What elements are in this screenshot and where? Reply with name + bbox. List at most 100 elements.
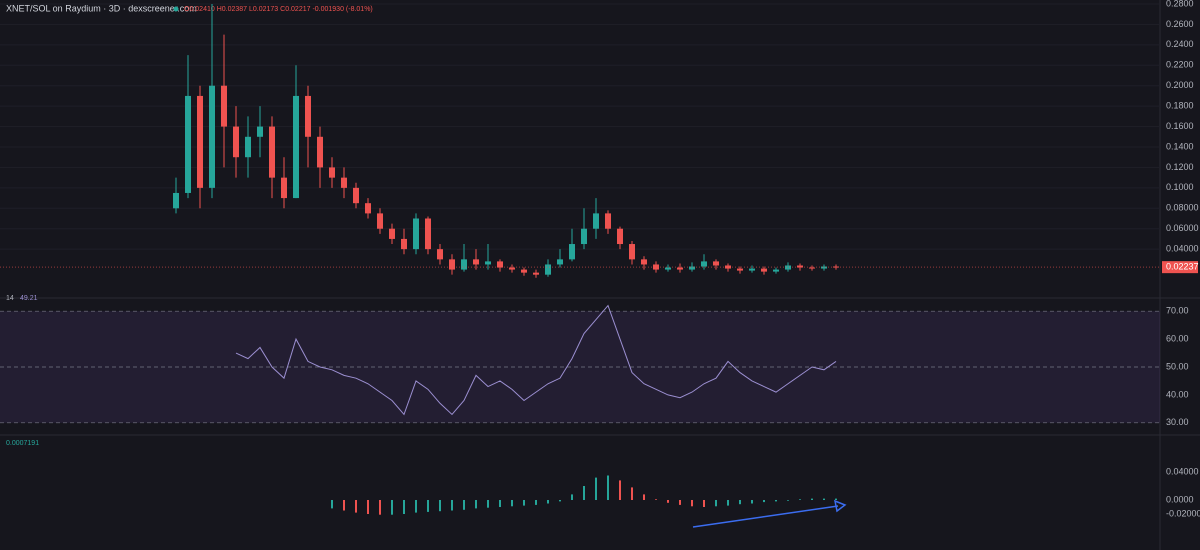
rsi-value: 49.21 — [20, 295, 38, 302]
candle-body — [497, 261, 503, 268]
candle-body — [377, 213, 383, 229]
macd-bar — [583, 486, 585, 500]
macd-bar — [715, 500, 717, 507]
candle-body — [389, 228, 395, 239]
candle-body — [653, 264, 659, 270]
macd-bar — [823, 498, 825, 500]
price-tag-label: 0.02237 — [1166, 262, 1199, 272]
macd-bar — [391, 500, 393, 515]
status-dot — [173, 6, 179, 12]
arrow-line — [692, 505, 839, 528]
candle-body — [437, 249, 443, 260]
candle-body — [329, 167, 335, 178]
y-tick-label: 0.1200 — [1166, 162, 1194, 172]
candle-body — [461, 259, 467, 270]
macd-bar — [331, 500, 333, 509]
macd-bar — [367, 500, 369, 514]
candle-body — [305, 95, 311, 137]
ohlc-legend: O0.02410 H0.02387 L0.02173 C0.02217 -0.0… — [184, 6, 373, 13]
candle-body — [593, 213, 599, 229]
candle-body — [761, 268, 767, 272]
macd-bar — [811, 498, 813, 500]
candle-body — [401, 238, 407, 250]
candle-body — [509, 267, 515, 270]
candle-body — [557, 259, 563, 265]
macd-bar — [619, 480, 621, 500]
candle-body — [413, 218, 419, 250]
candle-body — [281, 177, 287, 199]
candle-body — [197, 95, 203, 188]
y-tick-label: 0.06000 — [1166, 223, 1199, 233]
y-tick-label: 0.0000 — [1166, 494, 1194, 504]
candle-body — [689, 266, 695, 270]
candle-body — [833, 266, 839, 268]
macd-bar — [571, 494, 573, 500]
candle-body — [749, 268, 755, 271]
macd-bar — [727, 500, 729, 506]
y-tick-label: 70.00 — [1166, 306, 1189, 316]
y-tick-label: 0.1400 — [1166, 141, 1194, 151]
y-tick-label: 30.00 — [1166, 417, 1189, 427]
rsi-title: 14 — [6, 295, 14, 302]
y-tick-label: 0.2400 — [1166, 39, 1194, 49]
candle-body — [365, 203, 371, 214]
macd-bar — [799, 499, 801, 500]
macd-bar — [835, 498, 837, 500]
macd-bar — [523, 500, 525, 506]
candle-body — [785, 265, 791, 270]
macd-bar — [691, 500, 693, 507]
macd-bar — [427, 500, 429, 512]
candle-body — [533, 272, 539, 275]
macd-bar — [343, 500, 345, 511]
candle-body — [209, 85, 215, 188]
candle-body — [797, 265, 803, 268]
candle-body — [173, 192, 179, 209]
macd-bar — [631, 487, 633, 500]
y-tick-label: 0.1800 — [1166, 101, 1194, 111]
rsi-band — [0, 311, 1160, 423]
candle-body — [521, 269, 527, 273]
macd-bar — [403, 500, 405, 514]
macd-bar — [679, 500, 681, 505]
candle-body — [605, 213, 611, 229]
price-tag — [1162, 261, 1198, 274]
candle-body — [773, 269, 779, 272]
y-tick-label: 0.2000 — [1166, 80, 1194, 90]
macd-bar — [487, 500, 489, 508]
macd-bar — [643, 494, 645, 500]
macd-bar — [463, 500, 465, 510]
macd-bar — [499, 500, 501, 507]
rsi-line — [235, 304, 837, 416]
candle-body — [425, 218, 431, 250]
macd-bar — [511, 500, 513, 507]
candle-body — [701, 261, 707, 267]
candle-body — [341, 177, 347, 188]
candle-body — [569, 244, 575, 260]
macd-bar — [607, 475, 609, 500]
trend-arrow — [692, 499, 847, 528]
macd-bar — [439, 500, 441, 512]
y-tick-label: 0.2800 — [1166, 0, 1194, 8]
candle-body — [293, 95, 299, 199]
candle-body — [545, 264, 551, 275]
y-tick-label: 40.00 — [1166, 389, 1189, 399]
candle-body — [233, 126, 239, 158]
candle-body — [221, 85, 227, 127]
candle-body — [353, 187, 359, 204]
candle-body — [665, 267, 671, 270]
y-tick-label: 0.1000 — [1166, 182, 1194, 192]
y-tick-label: 0.2600 — [1166, 19, 1194, 29]
macd-bar — [547, 500, 549, 504]
macd-bar — [415, 500, 417, 513]
macd-bar — [775, 500, 777, 502]
candle-body — [257, 126, 263, 137]
candle-body — [473, 259, 479, 265]
candle-body — [809, 267, 815, 269]
candle-body — [269, 126, 275, 178]
candle-body — [617, 228, 623, 245]
macd-bar — [535, 500, 537, 505]
candle-body — [641, 259, 647, 265]
macd-bar — [763, 500, 765, 503]
